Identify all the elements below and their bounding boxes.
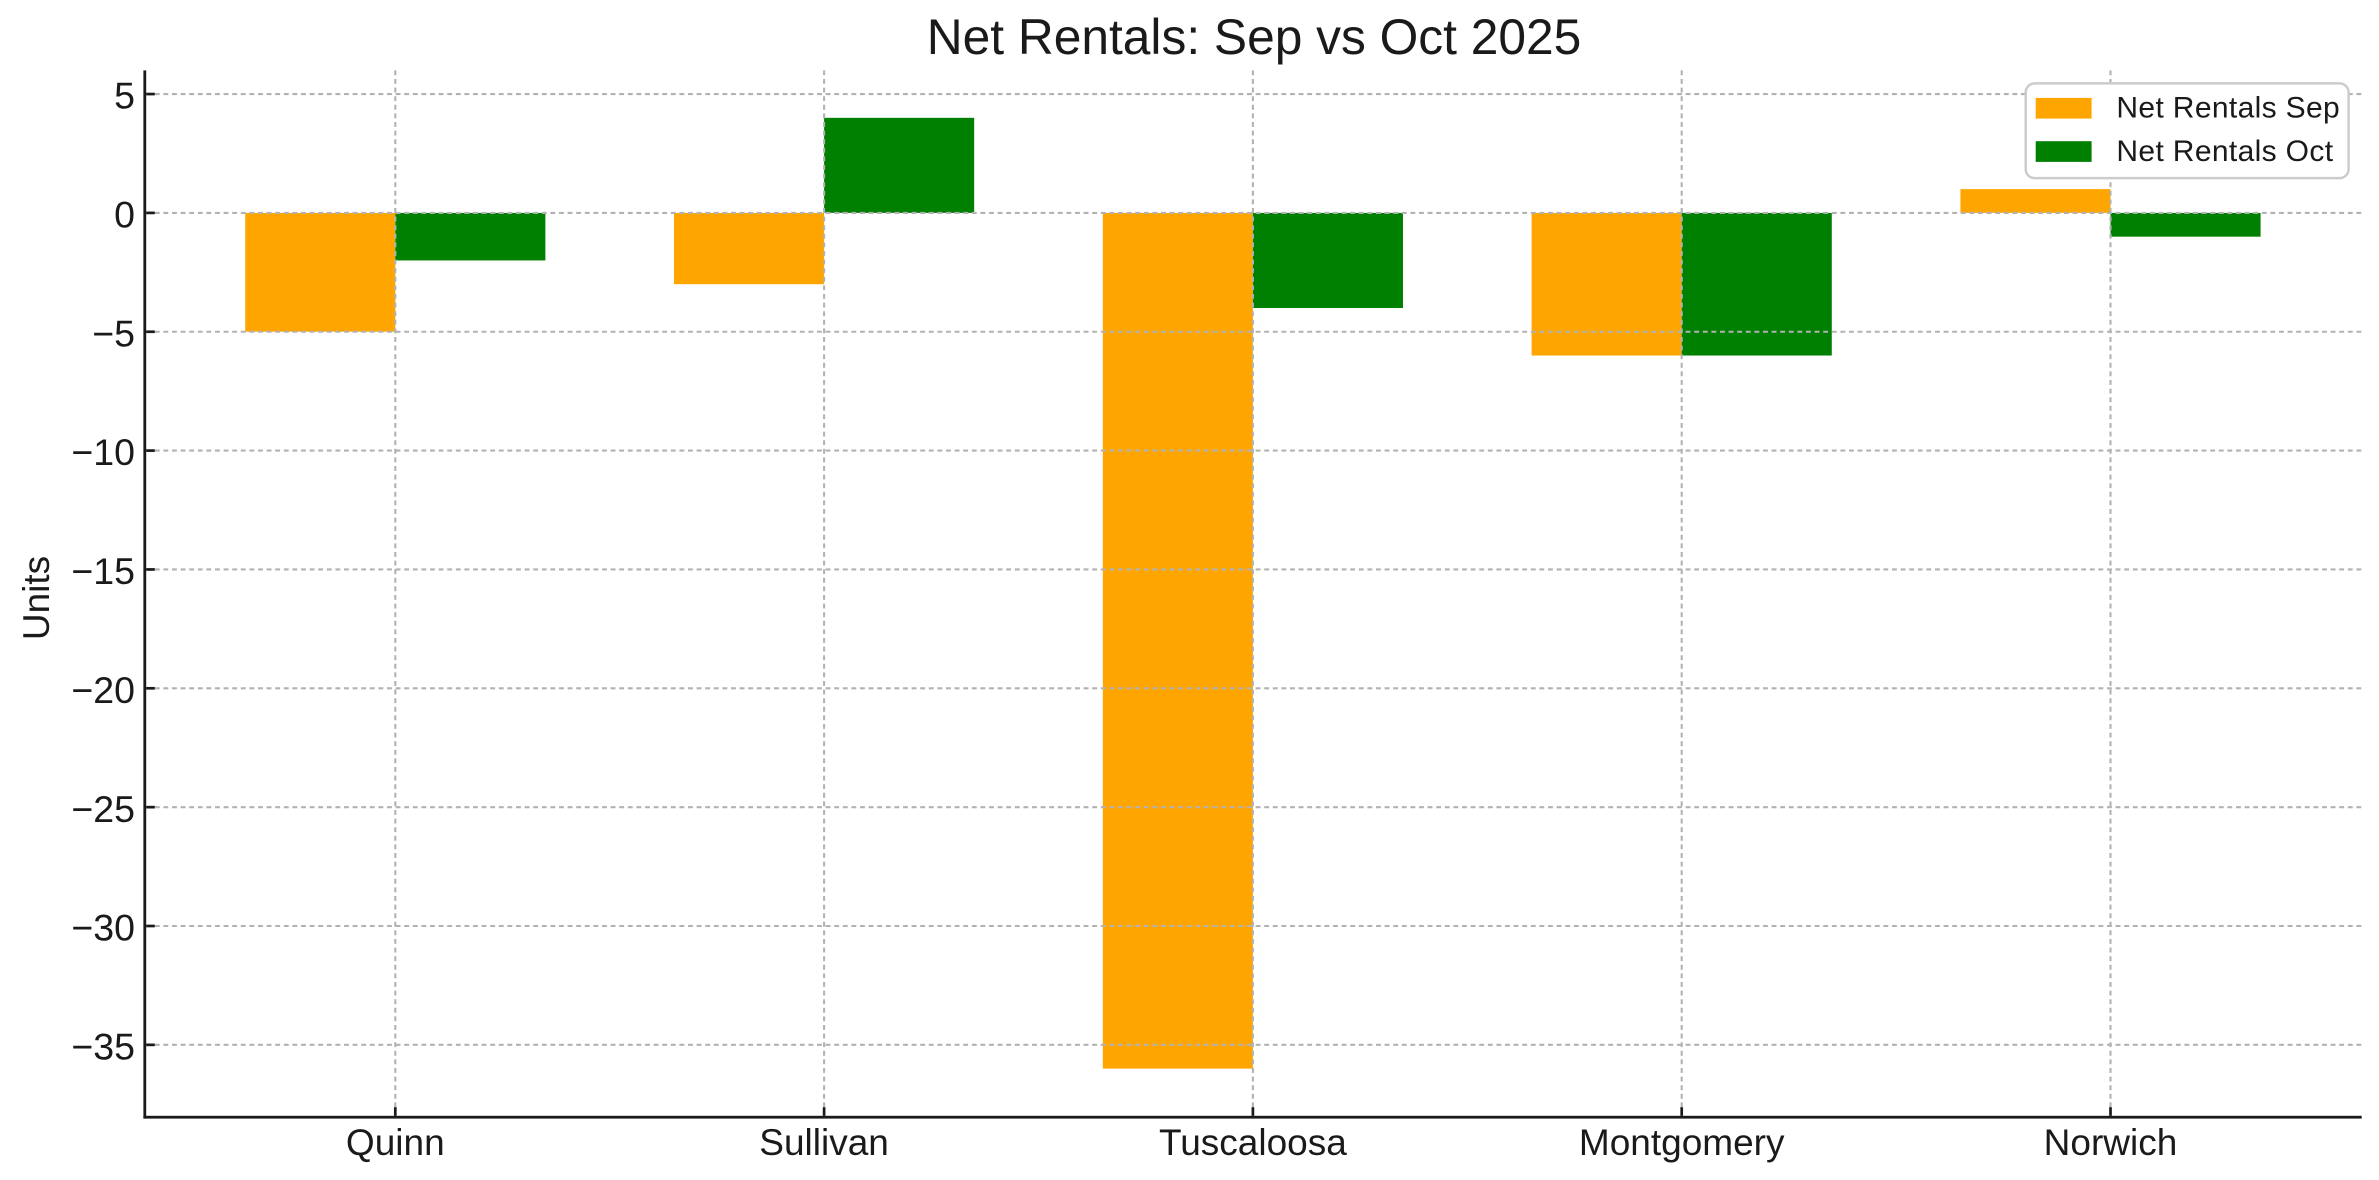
svg-text:Montgomery: Montgomery	[1579, 1122, 1785, 1163]
svg-text:−20: −20	[71, 669, 135, 711]
svg-text:Units: Units	[16, 556, 57, 640]
svg-text:−30: −30	[71, 907, 135, 949]
svg-text:−5: −5	[92, 312, 135, 354]
svg-text:−25: −25	[71, 788, 135, 830]
svg-text:−35: −35	[71, 1025, 135, 1067]
svg-text:0: 0	[114, 194, 135, 236]
svg-text:Norwich: Norwich	[2044, 1122, 2178, 1163]
svg-text:Tuscaloosa: Tuscaloosa	[1159, 1122, 1347, 1163]
svg-text:−15: −15	[71, 550, 135, 592]
svg-text:−10: −10	[71, 431, 135, 473]
svg-text:Quinn: Quinn	[346, 1122, 445, 1163]
svg-text:Net Rentals: Sep vs Oct 2025: Net Rentals: Sep vs Oct 2025	[927, 9, 1582, 65]
svg-text:Net Rentals Oct: Net Rentals Oct	[2116, 135, 2333, 168]
svg-text:Sullivan: Sullivan	[759, 1122, 889, 1163]
svg-text:5: 5	[114, 75, 135, 117]
svg-text:Net Rentals Sep: Net Rentals Sep	[2116, 92, 2340, 125]
